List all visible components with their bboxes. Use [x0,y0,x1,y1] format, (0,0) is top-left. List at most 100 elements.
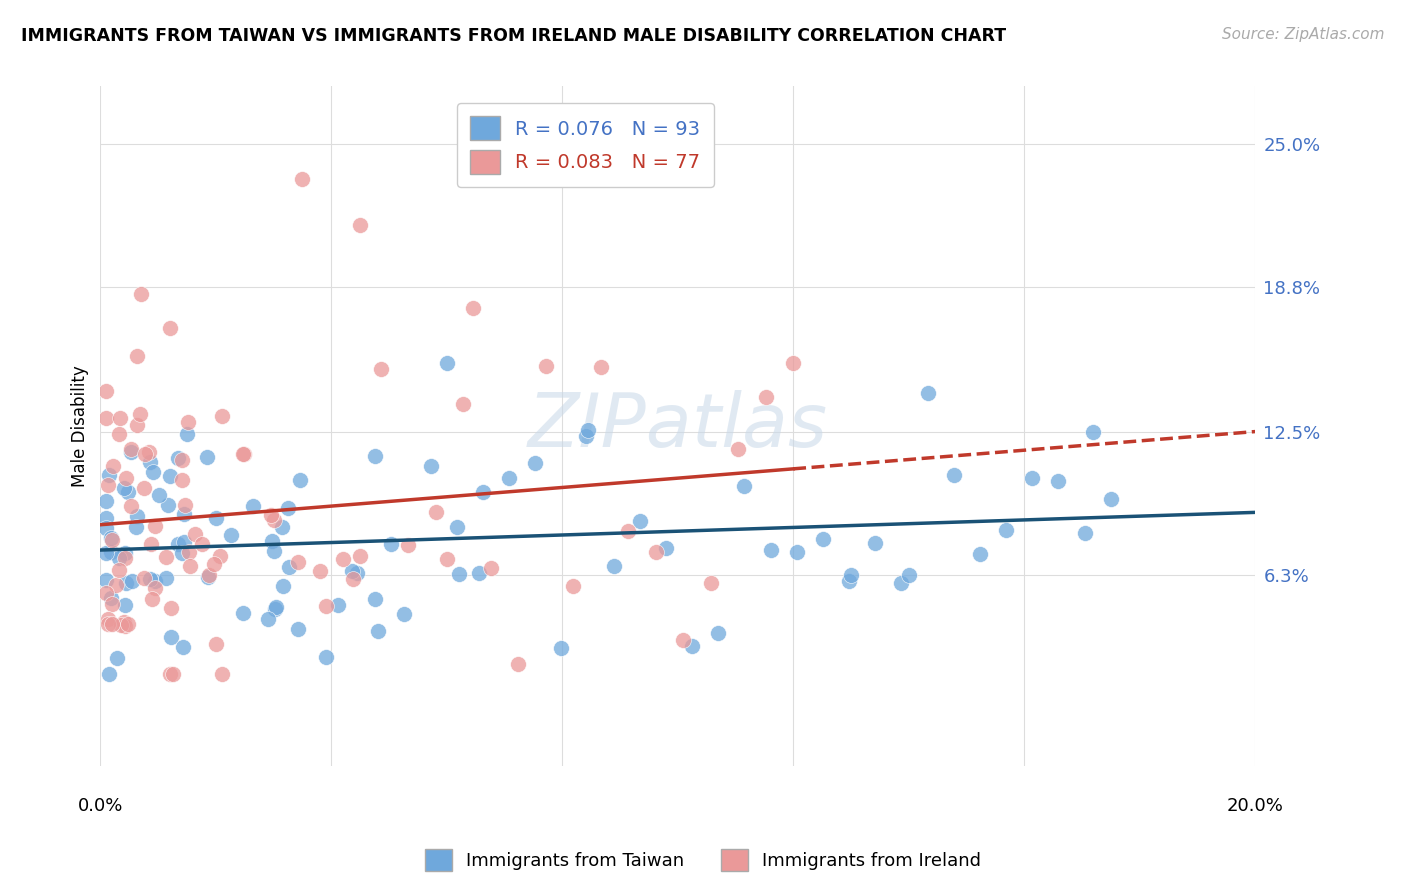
Point [184,527,207,541]
Point [211,666,233,681]
Point [232,446,254,460]
Point [436,551,458,566]
Point [120,442,142,457]
Point [125,509,148,524]
Point [1021,471,1043,485]
Point [100,591,122,605]
Point [139,536,162,550]
Point [120,445,142,459]
Point [191,537,214,551]
Point [138,455,160,469]
Point [263,513,285,527]
Point [94,574,117,588]
Point [838,574,860,588]
Point [159,321,181,335]
Point [942,467,965,482]
Point [315,599,337,613]
Point [257,612,280,626]
Point [273,579,295,593]
Point [1073,526,1095,541]
Point [172,640,194,655]
Point [425,505,447,519]
Point [917,386,939,401]
Point [125,349,148,363]
Point [260,533,283,548]
Point [108,563,131,577]
Point [550,640,572,655]
Point [155,549,177,564]
Point [114,598,136,612]
Point [202,557,225,571]
Point [134,571,156,585]
Point [287,622,309,636]
Point [447,567,470,582]
Point [263,544,285,558]
Point [498,471,520,485]
Point [266,600,288,615]
Point [233,447,256,461]
Point [617,524,640,538]
Point [138,573,160,587]
Point [734,479,756,493]
Point [128,407,150,421]
Point [177,415,200,429]
Point [260,508,283,522]
Point [100,545,122,559]
Point [865,536,887,550]
Point [672,632,695,647]
Point [1099,491,1122,506]
Point [707,625,730,640]
Point [166,451,188,466]
Point [575,429,598,443]
Point [172,452,194,467]
Point [129,286,152,301]
Point [479,561,502,575]
Point [115,576,138,591]
Point [173,507,195,521]
Point [291,171,314,186]
Point [396,539,419,553]
Point [145,574,167,589]
Point [508,657,530,672]
Point [117,617,139,632]
Point [197,567,219,582]
Point [349,218,371,232]
Point [759,543,782,558]
Point [94,546,117,560]
Text: Source: ZipAtlas.com: Source: ZipAtlas.com [1222,27,1385,42]
Point [287,555,309,569]
Point [127,418,149,433]
Legend: Immigrants from Taiwan, Immigrants from Ireland: Immigrants from Taiwan, Immigrants from … [418,842,988,879]
Point [727,442,749,456]
Point [349,549,371,563]
Point [681,639,703,653]
Text: 20.0%: 20.0% [1226,797,1284,814]
Point [602,559,624,574]
Point [890,575,912,590]
Point [436,356,458,370]
Point [471,485,494,500]
Point [162,666,184,681]
Point [1083,425,1105,439]
Point [110,618,132,632]
Point [219,528,242,542]
Point [197,570,219,584]
Point [332,551,354,566]
Point [786,545,808,559]
Point [897,567,920,582]
Text: ZIPatlas: ZIPatlas [527,390,828,462]
Point [309,565,332,579]
Point [969,547,991,561]
Point [367,624,389,639]
Point [114,546,136,560]
Point [278,560,301,574]
Point [1047,474,1070,488]
Text: IMMIGRANTS FROM TAIWAN VS IMMIGRANTS FROM IRELAND MALE DISABILITY CORRELATION CH: IMMIGRANTS FROM TAIWAN VS IMMIGRANTS FRO… [21,27,1007,45]
Point [534,359,557,373]
Point [839,567,862,582]
Point [176,427,198,442]
Point [173,535,195,549]
Point [94,411,117,425]
Point [177,545,200,559]
Point [105,577,128,591]
